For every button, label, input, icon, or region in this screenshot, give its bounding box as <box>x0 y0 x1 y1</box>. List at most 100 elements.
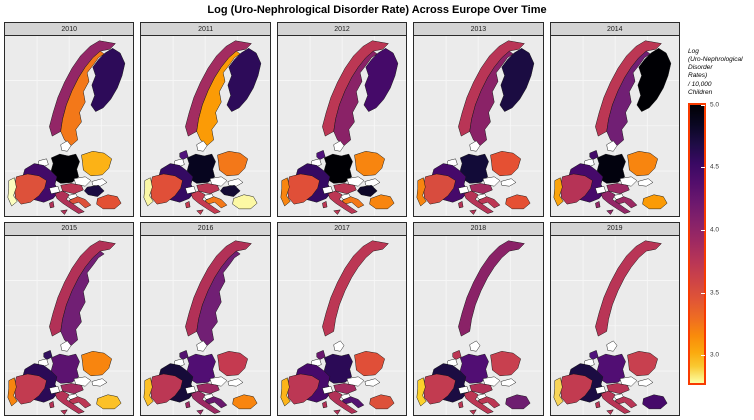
country-czechia <box>482 176 501 187</box>
country-denmark <box>606 140 617 152</box>
facet: 2016 <box>140 221 271 416</box>
country-slovakia <box>364 377 380 386</box>
country-czechia <box>482 376 501 386</box>
country-italy <box>594 190 631 215</box>
country-germany <box>51 353 80 384</box>
country-germany <box>596 153 626 184</box>
colorbar-tick-label: 5.0 <box>710 101 720 109</box>
colorbar-tick-mark <box>701 292 705 294</box>
facet: 2014 <box>549 22 680 217</box>
country-sweden <box>196 250 241 346</box>
europe-map-2010 <box>5 36 134 216</box>
map-panel <box>4 234 135 416</box>
country-italy <box>321 390 358 415</box>
country-portugal <box>143 177 154 207</box>
country-czechia <box>210 376 228 386</box>
map-panel <box>549 234 680 416</box>
country-slovakia <box>91 178 108 187</box>
country-norway <box>458 239 525 336</box>
country-netherlands <box>452 349 462 360</box>
map-panel <box>276 234 408 416</box>
facet-strip-year: 2010 <box>4 22 135 35</box>
facet: 2012 <box>276 22 408 217</box>
country-germany <box>187 353 217 384</box>
country-hungary <box>220 185 241 197</box>
country-portugal <box>553 177 564 207</box>
country-bulgaria <box>369 194 395 210</box>
country-netherlands <box>316 150 326 160</box>
country-germany <box>460 353 490 384</box>
country-netherlands <box>179 150 189 160</box>
europe-map-2011 <box>141 36 270 216</box>
country-germany <box>51 153 80 184</box>
country-slovakia <box>637 178 653 187</box>
facet: 2019 <box>549 221 680 416</box>
country-slovakia <box>500 178 517 187</box>
country-portugal <box>416 376 427 406</box>
colorbar-gradient <box>688 102 706 385</box>
country-poland <box>626 350 658 376</box>
country-finland <box>499 48 535 112</box>
country-slovakia <box>364 178 380 187</box>
country-italy <box>185 390 221 415</box>
facet-strip-year: 2018 <box>413 221 544 235</box>
facet: 2010 <box>4 22 135 217</box>
country-portugal <box>7 376 18 406</box>
legend-title: Log (Uro-Nephrological Disorder Rates) /… <box>688 48 743 96</box>
country-bulgaria <box>96 194 122 210</box>
country-spain <box>150 373 184 404</box>
country-norway <box>594 239 662 336</box>
country-italy <box>49 190 85 215</box>
country-slovakia <box>637 377 653 386</box>
country-italy <box>321 190 358 215</box>
europe-map-2014 <box>550 36 679 216</box>
country-portugal <box>7 177 18 207</box>
country-bulgaria <box>369 393 395 409</box>
country-finland <box>90 48 126 112</box>
europe-map-2013 <box>414 36 543 216</box>
country-czechia <box>210 176 228 187</box>
country-poland <box>217 350 249 376</box>
country-netherlands <box>43 349 53 360</box>
country-spain <box>287 173 320 205</box>
country-portugal <box>280 177 291 207</box>
facet-strip-year: 2015 <box>4 221 135 235</box>
country-czechia <box>73 376 92 386</box>
country-poland <box>354 151 385 177</box>
chart-title: Log (Uro-Nephrological Disorder Rate) Ac… <box>207 4 547 16</box>
country-germany <box>187 153 217 184</box>
country-sweden <box>196 50 241 146</box>
colorbar-tick-mark <box>701 104 705 106</box>
colorbar-tick-label: 3.5 <box>710 289 720 297</box>
country-czechia <box>346 376 364 386</box>
country-bulgaria <box>232 194 258 210</box>
country-denmark <box>196 340 208 351</box>
facet-strip-year: 2012 <box>276 22 408 35</box>
country-portugal <box>143 376 154 406</box>
map-panel <box>276 35 408 217</box>
country-hungary <box>356 185 378 197</box>
country-bulgaria <box>641 393 667 409</box>
facet-strip-year: 2011 <box>140 22 271 35</box>
country-sweden <box>60 50 105 146</box>
country-spain <box>14 373 47 404</box>
facet: 2015 <box>4 221 135 416</box>
map-panel <box>140 234 271 416</box>
country-sweden <box>606 50 650 146</box>
facet-strip-year: 2017 <box>276 221 408 235</box>
facet-strip-year: 2016 <box>140 221 271 235</box>
country-finland <box>363 48 398 112</box>
country-spain <box>559 173 593 205</box>
colorbar-tick-mark <box>701 229 705 231</box>
country-denmark <box>333 340 345 351</box>
facet: 2011 <box>140 22 271 217</box>
country-slovakia <box>228 178 244 187</box>
country-sweden <box>469 50 514 146</box>
map-panel <box>4 35 135 217</box>
country-finland <box>227 48 262 112</box>
country-slovakia <box>500 377 517 386</box>
country-spain <box>423 173 456 205</box>
map-panel <box>549 35 680 217</box>
country-poland <box>217 151 249 177</box>
country-spain <box>150 173 184 205</box>
